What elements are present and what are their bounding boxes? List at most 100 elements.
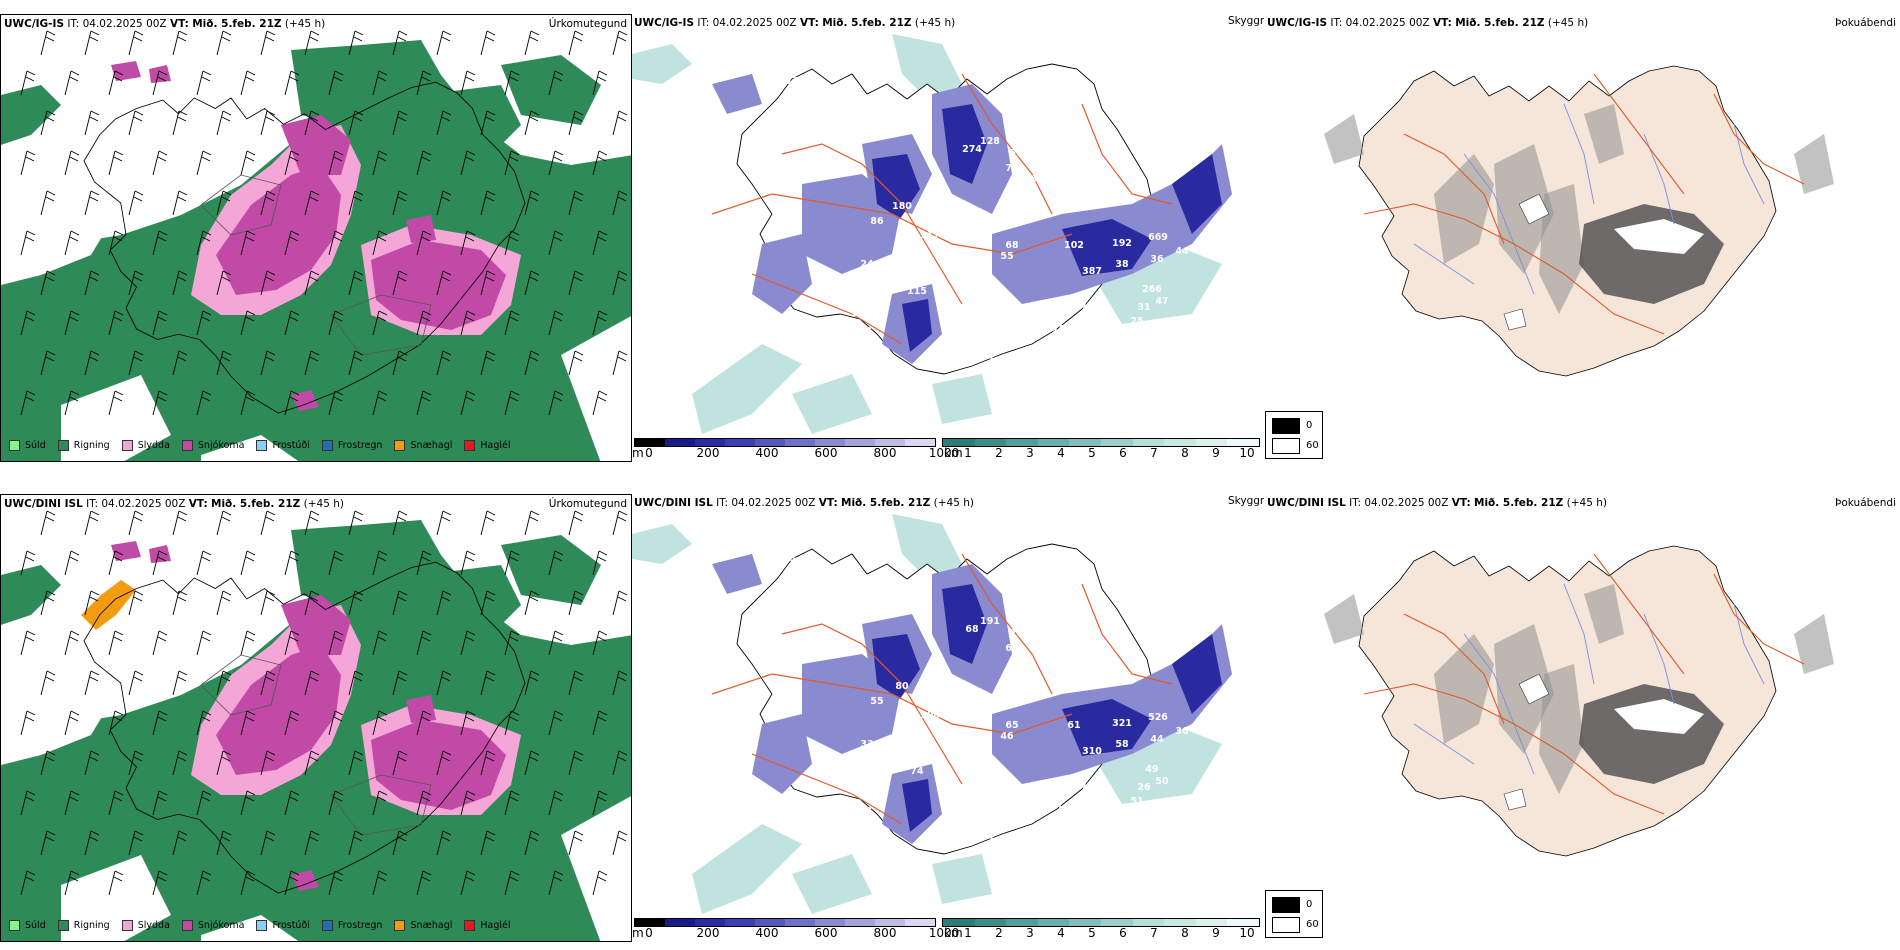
- cloud-base-label: 53: [1085, 306, 1098, 317]
- wind-barb: [504, 630, 520, 656]
- cloud-base-label: 103: [912, 754, 932, 765]
- panel-title: Úrkomutegund: [548, 18, 627, 30]
- wind-barb: [64, 870, 80, 896]
- colorbar-segment: [1006, 919, 1038, 926]
- wind-barb: [40, 590, 56, 616]
- wind-barb: [84, 350, 100, 376]
- wind-barb: [172, 590, 188, 616]
- wind-barb: [392, 750, 408, 776]
- fog-scale-label-0: 0: [1306, 420, 1313, 431]
- wind-barb: [612, 510, 628, 536]
- cloud-area-4: [752, 714, 812, 794]
- river-1: [1563, 103, 1595, 205]
- legend-swatch: [321, 440, 333, 451]
- visibility-area-1: [892, 514, 962, 584]
- wind-barb: [460, 230, 476, 256]
- init-label: IT:: [1349, 497, 1362, 509]
- wind-barb: [548, 390, 564, 416]
- valid-time: Mið. 5.feb. 21Z: [1455, 17, 1545, 29]
- wind-barb: [20, 230, 36, 256]
- wind-barb: [64, 390, 80, 416]
- legend-item: Haglél: [464, 920, 511, 931]
- legend-item: Frostregn: [321, 440, 382, 451]
- wind-barb: [328, 70, 344, 96]
- legend-label: Haglél: [480, 440, 511, 451]
- lead-time: (+45 h): [284, 18, 326, 30]
- wind-barb: [196, 230, 212, 256]
- clear-area-0: [1, 135, 121, 285]
- cloud-base-label: 316: [1042, 166, 1062, 177]
- wind-barb: [84, 670, 100, 696]
- init-time: 04.02.2025 00Z: [1345, 17, 1430, 29]
- wind-barb: [592, 390, 608, 416]
- wind-barb: [328, 310, 344, 336]
- valid-label: VT:: [799, 17, 819, 29]
- lead-time: (+45 h): [303, 498, 344, 510]
- wind-barb: [304, 270, 320, 296]
- wind-barb: [504, 390, 520, 416]
- legend-item: Frostregn: [321, 920, 382, 931]
- road-0: [711, 673, 1073, 735]
- wind-barb: [392, 270, 408, 296]
- colorbar-segment: [875, 439, 905, 446]
- colorbar-segment: [1164, 439, 1196, 446]
- wind-barb: [284, 790, 300, 816]
- cloud-base-label: 93: [960, 228, 973, 239]
- wind-barb: [592, 870, 608, 896]
- rain-area-0: [1, 565, 61, 625]
- wind-barb: [304, 750, 320, 776]
- cloud-base-label: 52: [987, 801, 1000, 812]
- wind-barb: [108, 790, 124, 816]
- visibility-tick: 6: [1119, 446, 1127, 460]
- snow-area-2: [371, 720, 506, 810]
- wind-barb: [436, 350, 452, 376]
- cloud-base-label: 321: [1112, 718, 1132, 729]
- wind-barb: [436, 830, 452, 856]
- panel-header: UWC/IG-IS IT: 04.02.2025 00Z VT: Mið. 5.…: [634, 17, 955, 30]
- legend-swatch: [256, 440, 268, 451]
- wind-barb: [64, 710, 80, 736]
- wind-barb: [480, 590, 496, 616]
- wind-barb: [284, 870, 300, 896]
- wind-barb: [612, 110, 628, 136]
- wind-barb: [260, 350, 276, 376]
- wind-barb: [84, 110, 100, 136]
- colorbar-segment: [1132, 439, 1165, 446]
- cloud-base-label: 328: [942, 201, 962, 212]
- precip-map-2: [1, 495, 631, 941]
- wind-barb: [568, 110, 584, 136]
- cloud-base-label: 44: [1150, 734, 1164, 745]
- valid-label: VT:: [818, 497, 838, 509]
- wind-barb: [524, 350, 540, 376]
- glacier-outline: [200, 654, 282, 716]
- snow-area-1: [281, 595, 351, 655]
- colorbar-segment: [785, 439, 815, 446]
- visibility-tick: 9: [1212, 446, 1220, 460]
- fog-panel-2: UWC/DINI ISL IT: 04.02.2025 00Z VT: Mið.…: [1264, 494, 1900, 942]
- wind-barb: [416, 390, 432, 416]
- wind-barb: [152, 710, 168, 736]
- cloud-base-label: 110: [1082, 786, 1102, 797]
- road-0: [1363, 203, 1665, 335]
- wind-barb: [436, 190, 452, 216]
- cloud-base-label: 20: [1137, 331, 1151, 342]
- wind-barb: [612, 270, 628, 296]
- cloud-base-label: 36: [1175, 726, 1189, 737]
- colorbar-segment: [1195, 919, 1228, 926]
- colorbar-segment: [974, 439, 1007, 446]
- cloud-base-label: 230: [797, 581, 817, 592]
- wind-barb: [592, 230, 608, 256]
- wind-barb: [260, 30, 276, 56]
- wind-barb: [416, 550, 432, 576]
- wind-barb: [372, 550, 388, 576]
- wind-barb: [548, 550, 564, 576]
- visibility-tick: 4: [1057, 926, 1065, 940]
- cloud-base-label: 47: [1080, 781, 1093, 792]
- wind-barb: [260, 670, 276, 696]
- fog-clear-area: [1614, 699, 1704, 734]
- panel-header: UWC/IG-IS IT: 04.02.2025 00Z VT: Mið. 5.…: [4, 18, 325, 31]
- low-cloud-area-0: [942, 584, 987, 664]
- river-0: [1463, 153, 1535, 295]
- wind-barb: [592, 710, 608, 736]
